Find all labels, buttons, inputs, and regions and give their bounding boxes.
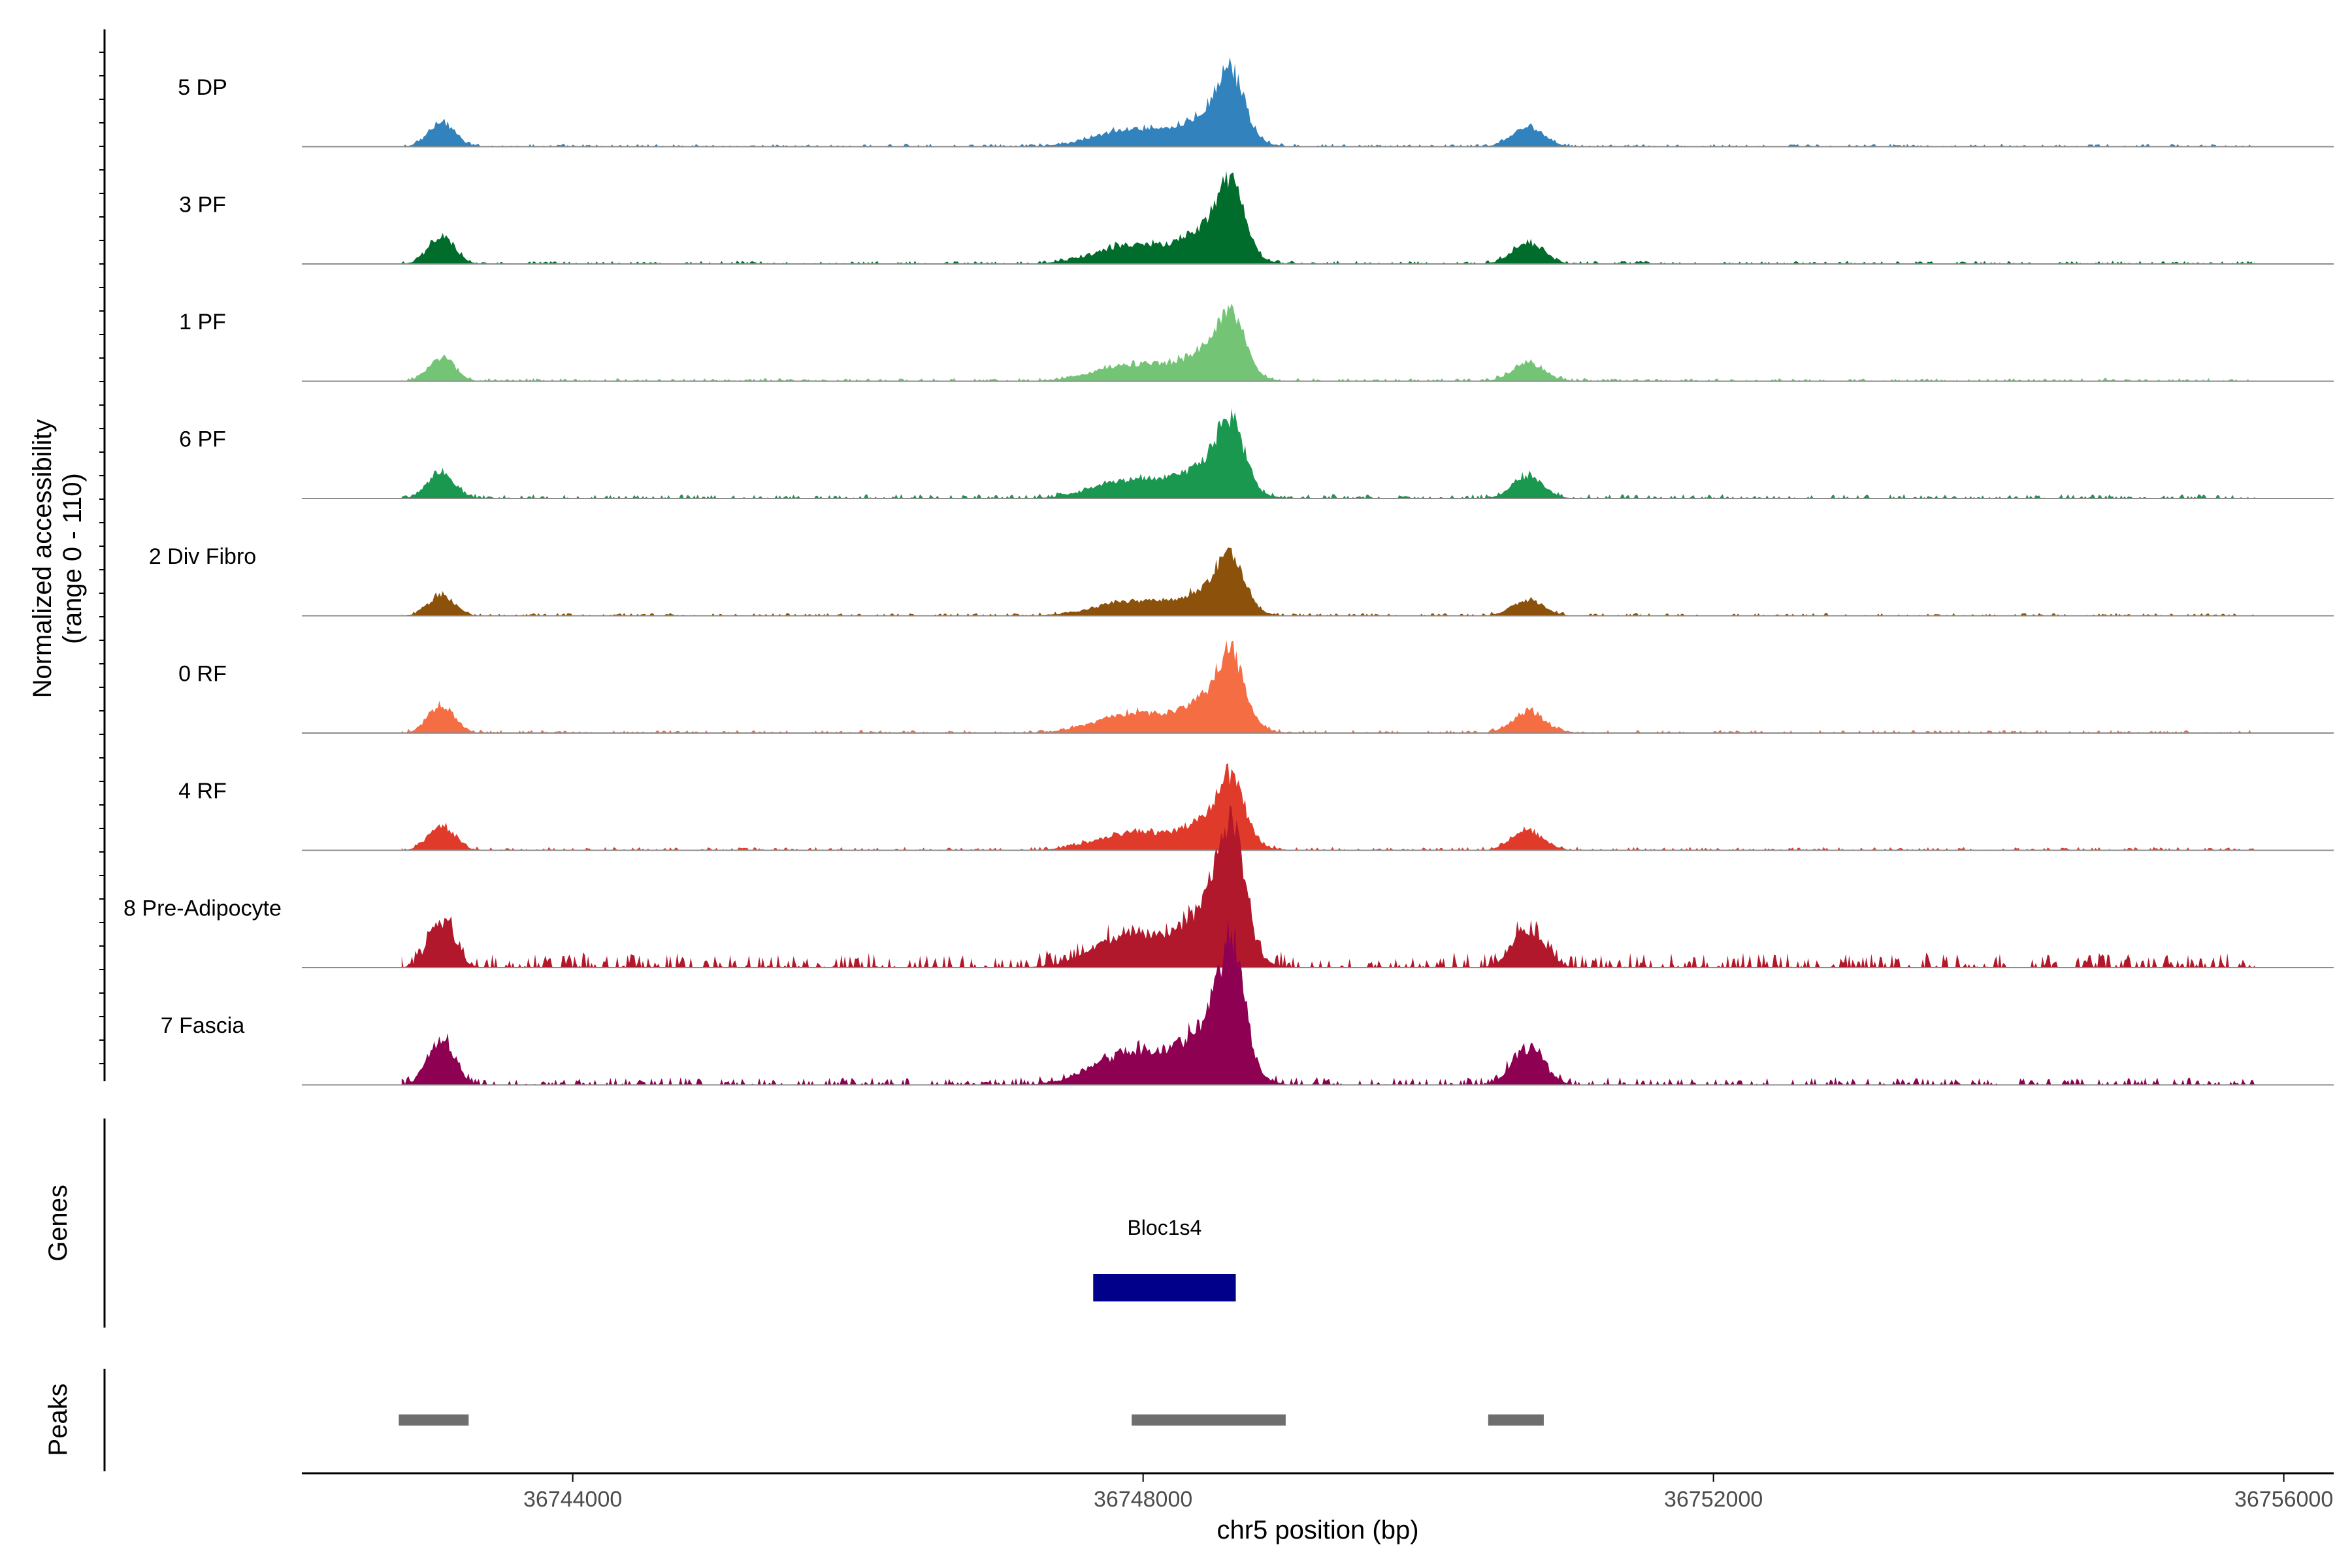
track-label: 5 DP <box>178 75 227 100</box>
x-tick-label: 36748000 <box>1094 1487 1192 1512</box>
x-axis-title: chr5 position (bp) <box>1217 1516 1418 1544</box>
peak-region <box>399 1414 469 1426</box>
x-tick-label: 36756000 <box>2234 1487 2333 1512</box>
peaks-panel: Peaks <box>44 1369 1544 1471</box>
track-label: 2 Div Fibro <box>149 544 256 569</box>
track-label: 0 RF <box>178 662 227 687</box>
coverage-track: 2 Div Fibro <box>149 544 2334 617</box>
genes-title: Genes <box>44 1184 73 1262</box>
genes-layer: Bloc1s4 <box>1093 1216 1236 1301</box>
peaks-layer <box>399 1414 1544 1426</box>
x-tick-label: 36752000 <box>1664 1487 1763 1512</box>
x-tick-label: 36744000 <box>523 1487 622 1512</box>
peaks-title: Peaks <box>44 1383 73 1456</box>
track-label: 8 Pre-Adipocyte <box>123 896 282 921</box>
y-axis-title-line2: (range 0 - 110) <box>58 473 87 644</box>
coverage-track: 4 RF <box>178 763 2334 851</box>
coverage-track: 5 DP <box>178 57 2334 148</box>
coverage-track: 8 Pre-Adipocyte <box>123 805 2334 968</box>
coverage-track: 7 Fascia <box>161 918 2334 1086</box>
track-label: 4 RF <box>178 779 227 804</box>
coverage-y-axis-ticks <box>99 52 105 1064</box>
peak-region <box>1132 1414 1286 1426</box>
coverage-track: 1 PF <box>179 303 2334 382</box>
track-label: 1 PF <box>179 310 226 335</box>
coverage-track: 3 PF <box>179 171 2334 265</box>
gene-label: Bloc1s4 <box>1127 1216 1201 1239</box>
track-label: 3 PF <box>179 193 226 218</box>
gene-body <box>1093 1274 1236 1301</box>
y-axis-title-line1: Normalized accessibility <box>28 419 57 698</box>
coverage-track: 0 RF <box>178 640 2334 734</box>
x-axis-ticks: 36744000 36748000 36752000 36756000 <box>523 1473 2333 1512</box>
genes-panel: Genes Bloc1s4 <box>44 1119 1236 1328</box>
peak-region <box>1488 1414 1544 1426</box>
track-label: 6 PF <box>179 427 226 452</box>
coverage-tracks: 5 DP 3 PF 1 PF 6 PF 2 Div Fibro 0 RF 4 RF 8 Pre… <box>123 57 2334 1086</box>
coverage-track: 6 PF <box>179 408 2334 499</box>
track-label: 7 Fascia <box>161 1013 245 1038</box>
x-axis: 36744000 36748000 36752000 36756000 chr5 po… <box>302 1472 2334 1544</box>
coverage-panel: Normalized accessibility (range 0 - 110)… <box>28 29 2334 1086</box>
